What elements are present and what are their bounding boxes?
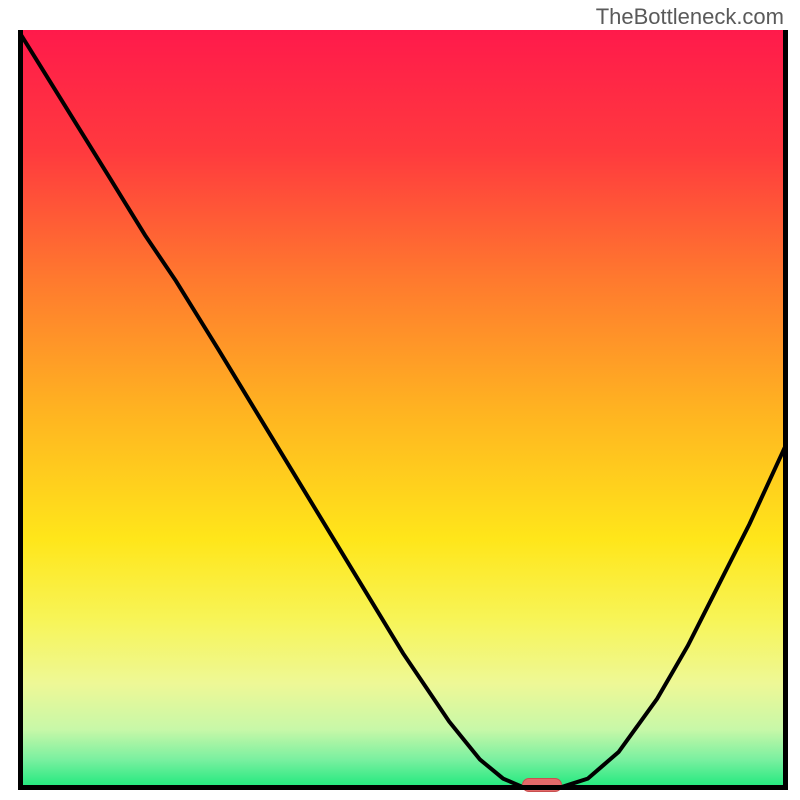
bottleneck-curve <box>18 30 788 788</box>
optimal-point-marker <box>522 778 562 792</box>
chart-curve-layer <box>18 30 788 790</box>
watermark-text: TheBottleneck.com <box>596 4 784 30</box>
